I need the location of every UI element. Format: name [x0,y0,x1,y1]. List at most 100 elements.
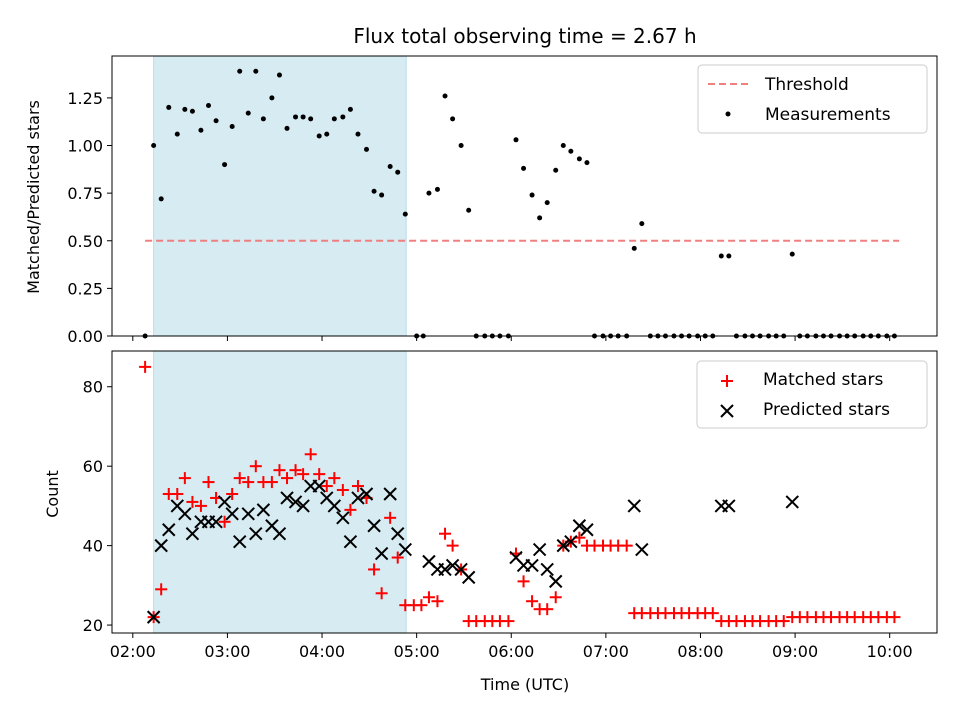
predicted-star-point [178,507,192,521]
predicted-star-point [162,523,176,537]
bottom-x-tick-label: 06:00 [488,642,534,661]
matched-star-point [502,615,515,628]
bottom-x-tick-label: 07:00 [583,642,629,661]
bottom-y-tick-label: 60 [83,457,103,476]
measurement-point [331,116,337,122]
measurement-point [237,68,243,74]
measurement-point [355,131,361,137]
observing-span-top [153,55,407,337]
measurement-point [206,103,212,109]
measurement-point [544,200,550,206]
measurement-point [182,106,188,112]
measurement-point [174,131,180,137]
predicted-star-point [785,495,799,509]
measurement-point [222,162,228,168]
predicted-star-point [146,610,161,624]
measurement-point [284,125,290,131]
count-panel: Count Time (UTC) 20 40 60 80 02:00 03:00 04:00… [43,350,938,694]
matched-star-point [155,583,168,596]
predicted-star-point [627,499,641,513]
bottom-y-tick-label: 80 [83,378,103,397]
matched-star-point [549,591,562,604]
bottom-axes-frame [111,350,938,634]
measurement-point [631,245,637,251]
predicted-star-point [233,534,247,549]
predicted-star-point [525,558,539,573]
measurement-point [576,156,582,162]
measurement-point [402,211,408,217]
matched-star-point [265,476,278,489]
predicted-star-point [556,538,570,553]
predicted-star-point [256,503,271,517]
measurement-point [158,196,164,202]
top-y-tick-label: 0.25 [67,279,103,298]
matched-star-point [777,615,790,628]
predicted-star-point [445,558,460,573]
predicted-star-point [225,507,239,521]
predicted-legend-marker [720,404,734,418]
bottom-x-tick-label: 10:00 [867,642,913,661]
predicted-star-point [351,491,365,505]
bottom-x-tick-label: 02:00 [110,642,156,661]
matched-star-point [171,487,184,500]
matched-star-point [242,476,255,489]
predicted-star-point [288,495,303,509]
measurement-point [276,72,282,78]
measurement-point [529,192,535,198]
threshold-legend-label: Threshold [764,75,849,95]
matched-star-point [297,468,310,481]
top-y-tick-label: 0.50 [67,232,103,251]
predicted-star-point [549,574,563,589]
matched-star-point [178,472,191,485]
predicted-star-point [383,487,397,501]
predicted-star-point [327,499,342,513]
predicted-legend-label: Predicted stars [763,400,890,420]
measurements-legend-marker [725,111,731,117]
matched-star-point [313,468,326,481]
measurement-point [260,116,266,122]
matched-star-point [344,503,357,516]
predicted-star-point [312,479,326,493]
predicted-star-point [185,526,200,541]
measurement-point [229,123,235,129]
matched-star-point [422,591,435,604]
matched-star-point [202,476,215,489]
bottom-legend: Matched stars Predicted stars [696,360,928,429]
predicted-star-point [209,515,223,529]
measurement-point [379,192,385,198]
matched-star-point [304,448,317,461]
predicted-star-point [336,511,350,525]
matched-legend-marker [721,375,733,387]
matched-star-point [384,511,397,524]
matched-star-point [541,603,554,616]
matched-star-point [218,515,231,528]
bottom-x-tick-label: 03:00 [204,642,250,661]
top-y-tick-label: 0.00 [67,327,103,346]
matched-star-point [336,484,349,497]
measurement-point [553,167,559,173]
top-y-tick-label: 1.25 [67,89,103,108]
measurement-point [371,188,377,194]
measurement-point [639,221,645,227]
measurement-point [718,253,724,259]
matched-star-point [328,472,341,485]
measurement-point [513,137,519,143]
ratio-panel: Flux total observing time = 2.67 h Match… [24,24,938,346]
predicted-star-point [296,499,310,513]
matched-star-point [526,595,539,608]
matched-star-point [439,527,452,540]
predicted-star-point [398,542,412,557]
measurement-point [347,106,353,112]
measurement-point [324,131,330,137]
measurement-point [560,143,566,149]
predicted-star-point [572,519,587,533]
measurement-point [293,114,299,120]
measurement-point [584,160,590,166]
chart-title: Flux total observing time = 2.67 h [353,24,696,48]
bottom-x-tick-label: 04:00 [299,642,345,661]
predicted-star-point [367,519,381,533]
top-legend: Threshold Measurements [697,64,928,134]
top-plot-area: 0.00 0.25 0.50 0.75 1.00 1.25 [67,55,900,346]
measurement-point [458,143,464,149]
bottom-x-tick-label: 05:00 [394,642,440,661]
